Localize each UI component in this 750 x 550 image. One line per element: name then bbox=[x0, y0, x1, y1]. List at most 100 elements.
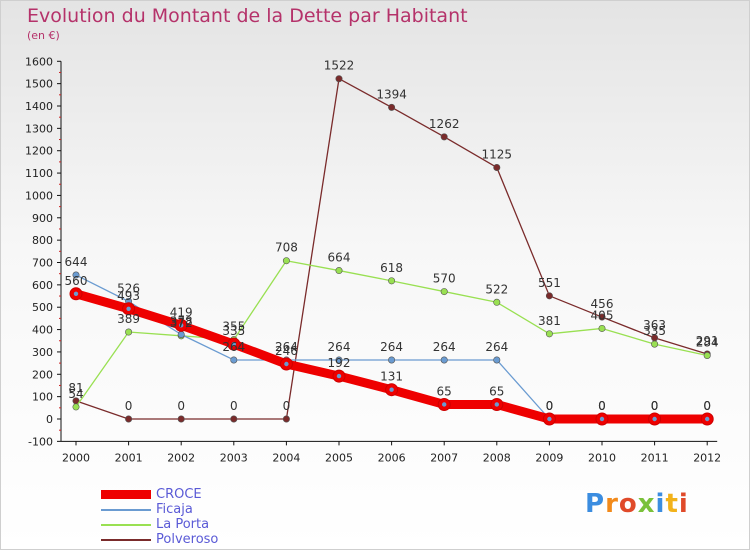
data-point-inner bbox=[231, 341, 236, 347]
legend-swatch bbox=[101, 490, 151, 499]
data-point bbox=[388, 356, 396, 364]
chart-legend: CROCE Ficaja La Porta Polveroso bbox=[101, 487, 218, 547]
x-tick-label: 2004 bbox=[272, 451, 300, 464]
y-tick-label: 1600 bbox=[25, 55, 53, 68]
x-tick-label: 2008 bbox=[483, 451, 511, 464]
data-label: 264 bbox=[328, 340, 351, 354]
data-label: 264 bbox=[275, 340, 298, 354]
data-label: 81 bbox=[68, 381, 83, 395]
x-tick-label: 2000 bbox=[62, 451, 90, 464]
data-point-inner bbox=[336, 373, 342, 379]
legend-label: La Porta bbox=[156, 517, 210, 532]
data-label: 560 bbox=[65, 274, 88, 288]
data-label: 456 bbox=[591, 297, 614, 311]
y-tick-label: 1100 bbox=[25, 167, 53, 180]
data-point-inner bbox=[179, 323, 184, 328]
x-tick-label: 2001 bbox=[115, 451, 143, 464]
data-label: 65 bbox=[489, 384, 504, 398]
x-tick-label: 2009 bbox=[535, 451, 563, 464]
data-label: 0 bbox=[546, 399, 554, 413]
y-tick-label: 1300 bbox=[25, 122, 53, 135]
brand-letter: i bbox=[678, 489, 689, 519]
y-tick-label: 1000 bbox=[25, 189, 53, 202]
data-point bbox=[72, 271, 80, 279]
y-tick-label: 1400 bbox=[25, 100, 53, 113]
data-point bbox=[282, 257, 290, 265]
data-label: 131 bbox=[380, 370, 403, 384]
data-point bbox=[177, 330, 185, 338]
data-point-inner bbox=[599, 416, 605, 422]
y-tick-label: 600 bbox=[32, 279, 53, 292]
y-tick-label: 300 bbox=[32, 346, 53, 359]
data-point bbox=[125, 415, 133, 423]
brand-letter: i bbox=[655, 489, 666, 519]
data-label: 1125 bbox=[482, 147, 513, 161]
data-label: 363 bbox=[643, 318, 666, 332]
data-point-inner bbox=[494, 402, 499, 407]
y-tick-label: 200 bbox=[32, 368, 53, 381]
data-point bbox=[335, 267, 343, 275]
data-label: 0 bbox=[125, 399, 133, 413]
y-tick-label: -100 bbox=[28, 435, 53, 448]
data-point-inner bbox=[547, 416, 552, 422]
data-point-inner bbox=[73, 291, 79, 297]
data-label: 1262 bbox=[429, 117, 460, 131]
data-point bbox=[230, 356, 238, 364]
x-tick-label: 2006 bbox=[378, 451, 406, 464]
data-label: 618 bbox=[380, 261, 403, 275]
data-label: 264 bbox=[380, 340, 403, 354]
data-point bbox=[440, 133, 448, 141]
legend-item: Ficaja bbox=[101, 502, 218, 517]
data-point-inner bbox=[705, 416, 710, 422]
data-point bbox=[388, 277, 396, 285]
brand-letter: t bbox=[665, 489, 679, 519]
data-label: 664 bbox=[328, 251, 351, 265]
brand-letter: r bbox=[605, 489, 619, 519]
data-point bbox=[230, 415, 238, 423]
y-tick-label: 800 bbox=[32, 234, 53, 247]
data-label: 54 bbox=[68, 387, 83, 401]
x-tick-label: 2003 bbox=[220, 451, 248, 464]
data-point-inner bbox=[284, 361, 289, 367]
data-point-inner bbox=[126, 306, 131, 311]
x-tick-label: 2010 bbox=[588, 451, 616, 464]
data-label: 708 bbox=[275, 241, 298, 255]
data-label: 0 bbox=[546, 399, 554, 413]
legend-label: CROCE bbox=[156, 487, 202, 502]
data-label: 192 bbox=[328, 356, 351, 370]
data-label: 551 bbox=[538, 276, 561, 290]
data-point bbox=[545, 330, 553, 338]
data-label: 493 bbox=[117, 289, 140, 303]
data-label: 419 bbox=[170, 305, 193, 319]
data-point bbox=[493, 163, 501, 171]
legend-item: La Porta bbox=[101, 517, 218, 532]
data-point bbox=[598, 324, 606, 332]
legend-label: Ficaja bbox=[156, 502, 193, 517]
data-label: 378 bbox=[170, 314, 193, 328]
x-tick-label: 2002 bbox=[167, 451, 195, 464]
series-line-polveroso bbox=[75, 78, 708, 420]
chart-subtitle: (en €) bbox=[27, 29, 60, 42]
data-point bbox=[598, 313, 606, 321]
data-label: 264 bbox=[222, 340, 245, 354]
data-label: 0 bbox=[230, 399, 238, 413]
data-label: 526 bbox=[117, 281, 140, 295]
y-tick-label: 0 bbox=[46, 413, 53, 426]
data-label: 0 bbox=[177, 399, 185, 413]
y-tick-label: 900 bbox=[32, 212, 53, 225]
x-tick-label: 2007 bbox=[430, 451, 458, 464]
data-label: 264 bbox=[433, 340, 456, 354]
brand-letter: x bbox=[637, 489, 656, 519]
y-tick-label: 1500 bbox=[25, 78, 53, 91]
data-label: 1394 bbox=[376, 87, 407, 101]
data-label: 0 bbox=[598, 399, 606, 413]
data-label: 1522 bbox=[324, 59, 355, 73]
y-tick-label: 500 bbox=[32, 301, 53, 314]
data-label: 405 bbox=[591, 308, 614, 322]
data-label: 389 bbox=[117, 312, 140, 326]
data-label: 372 bbox=[170, 316, 193, 330]
data-label: 522 bbox=[485, 282, 508, 296]
y-tick-label: 100 bbox=[32, 391, 53, 404]
